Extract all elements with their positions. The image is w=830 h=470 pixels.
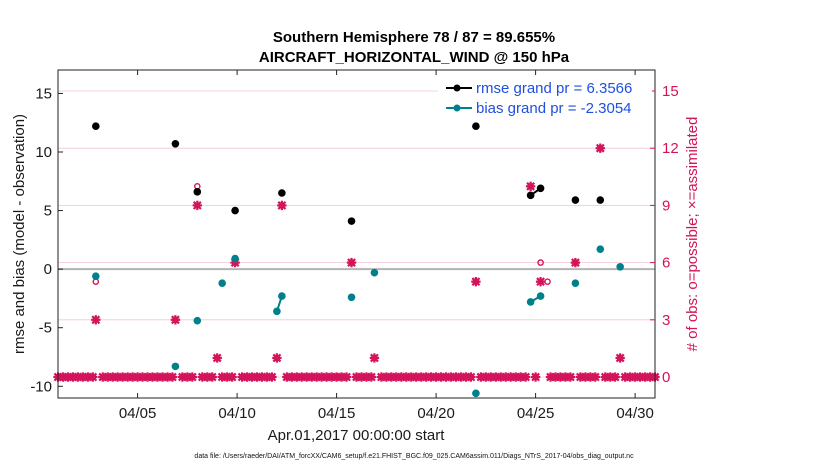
- obs-assimilated-point-1: [170, 315, 181, 325]
- x-tick-label-1: 04/10: [218, 405, 256, 422]
- grid-layer: [58, 90, 655, 378]
- obs-assimilated-zero-51: [341, 372, 352, 382]
- y2-tick-label-0: 0: [662, 369, 670, 386]
- legend-marker-bias: [453, 104, 461, 112]
- rmse-point-9-0: [596, 196, 605, 204]
- obs-assimilated-point-12: [570, 257, 581, 268]
- bias-point-9-0: [526, 298, 535, 306]
- legend: rmse grand pr = 6.3566 bias grand pr = -…: [438, 76, 652, 122]
- obs-assimilated-zero-85: [530, 372, 541, 382]
- bias-point-10-0: [571, 279, 580, 288]
- rmse-point-7-0: [526, 191, 535, 200]
- y-tick-label-1: -5: [39, 320, 52, 337]
- obs-assimilated-point-14: [615, 353, 625, 363]
- bias-point-3-0: [218, 279, 226, 288]
- rmse-point-3-0: [231, 206, 239, 215]
- obs-assimilated-zero-25: [187, 372, 198, 382]
- bias-point-5-0: [273, 307, 281, 316]
- y-tick-label-4: 10: [35, 144, 52, 161]
- x-tick-label-4: 04/25: [517, 405, 555, 422]
- data-file-footer: data file: /Users/raeder/DAI/ATM_forcXX/…: [194, 453, 634, 460]
- rmse-point-0-0: [92, 122, 100, 131]
- bias-point-9-1: [536, 292, 545, 300]
- obs-assimilated-point-9: [471, 276, 481, 287]
- y-tick-label-3: 5: [44, 203, 52, 220]
- x-tick-label-3: 04/20: [417, 405, 455, 422]
- x-axis-label: Apr.01,2017 00:00:00 start: [268, 427, 446, 444]
- series-layer: [92, 122, 624, 398]
- rmse-point-8-0: [571, 196, 580, 204]
- y-axis-label: rmse and bias (model - observation): [11, 114, 28, 354]
- plot-frame: [57, 69, 656, 399]
- obs-count-layer: [53, 143, 660, 382]
- legend-label-bias: bias grand pr = -2.3054: [476, 100, 632, 117]
- obs-assimilated-point-6: [277, 200, 287, 211]
- bias-point-7-0: [370, 268, 379, 277]
- obs-assimilated-zero-97: [610, 372, 620, 382]
- y2-tick-label-2: 6: [662, 255, 670, 272]
- bias-point-0-0: [92, 272, 100, 280]
- y2-tick-label-5: 15: [662, 83, 679, 100]
- obs-assimilated-zero-22: [167, 372, 178, 382]
- bias-point-1-0: [171, 362, 180, 371]
- legend-marker-rmse: [453, 84, 461, 92]
- obs-possible-point-11: [537, 259, 544, 266]
- y2-tick-label-1: 3: [662, 312, 670, 329]
- x-tick-label-5: 04/30: [616, 405, 654, 422]
- rmse-point-2-0: [193, 188, 202, 196]
- y2-tick-label-4: 12: [662, 140, 679, 157]
- obs-assimilated-point-11: [535, 276, 546, 287]
- x-tick-label-0: 04/05: [119, 405, 157, 422]
- obs-assimilated-point-10: [525, 181, 536, 192]
- obs-assimilated-point-7: [346, 257, 357, 268]
- obs-assimilated-point-13: [595, 143, 605, 153]
- rmse-point-4-0: [278, 189, 286, 197]
- obs-assimilated-zero-31: [227, 372, 237, 382]
- obs-assimilated-zero-84: [520, 372, 531, 382]
- y-tick-label-0: -10: [30, 378, 52, 395]
- chart-title: Southern Hemisphere 78 / 87 = 89.655%: [273, 29, 555, 46]
- x-tick-label-2: 04/15: [318, 405, 356, 422]
- bias-point-2-0: [193, 316, 202, 325]
- obs-assimilated-zero-94: [590, 372, 600, 382]
- obs-assimilated-zero-74: [466, 372, 476, 382]
- y-tick-label-5: 15: [35, 85, 52, 102]
- rmse-point-7-1: [536, 184, 545, 193]
- y2-tick-layer: 0 3 6 9 12 15: [650, 83, 679, 386]
- bias-point-5-1: [278, 292, 286, 300]
- obs-assimilated-point-8: [369, 353, 380, 363]
- rmse-point-1-0: [171, 140, 180, 148]
- obs-assimilated-point-0: [91, 315, 101, 325]
- bias-point-4-0: [231, 254, 239, 263]
- obs-assimilated-zero-55: [366, 372, 377, 382]
- y2-axis-label: # of obs: o=possible; ×=assimilated: [684, 117, 701, 352]
- obs-assimilated-zero-90: [565, 372, 576, 382]
- obs-possible-point-12: [544, 278, 551, 285]
- x-tick-layer: 04/05 04/10 04/15 04/20 04/25 04/30: [119, 70, 654, 422]
- obs-assimilated-zero-28: [207, 372, 217, 382]
- bias-point-12-0: [616, 263, 624, 271]
- y-tick-label-2: 0: [44, 261, 52, 278]
- bias-point-11-0: [596, 245, 605, 254]
- rmse-point-5-0: [347, 217, 356, 225]
- bias-point-8-0: [472, 389, 480, 398]
- y2-tick-label-3: 9: [662, 197, 670, 214]
- obs-assimilated-zero-7: [88, 372, 98, 382]
- obs-assimilated-point-3: [212, 353, 222, 363]
- bias-point-6-0: [347, 293, 356, 302]
- obs-assimilated-point-2: [192, 200, 202, 211]
- legend-label-rmse: rmse grand pr = 6.3566: [476, 80, 632, 97]
- obs-assimilated-point-5: [272, 353, 282, 363]
- y-tick-layer: -10 -5 0 5 10 15: [30, 85, 63, 395]
- chart-subtitle: AIRCRAFT_HORIZONTAL_WIND @ 150 hPa: [259, 49, 570, 66]
- obs-assimilated-zero-38: [267, 372, 277, 382]
- legend-box: [438, 76, 652, 122]
- rmse-point-6-0: [472, 122, 480, 131]
